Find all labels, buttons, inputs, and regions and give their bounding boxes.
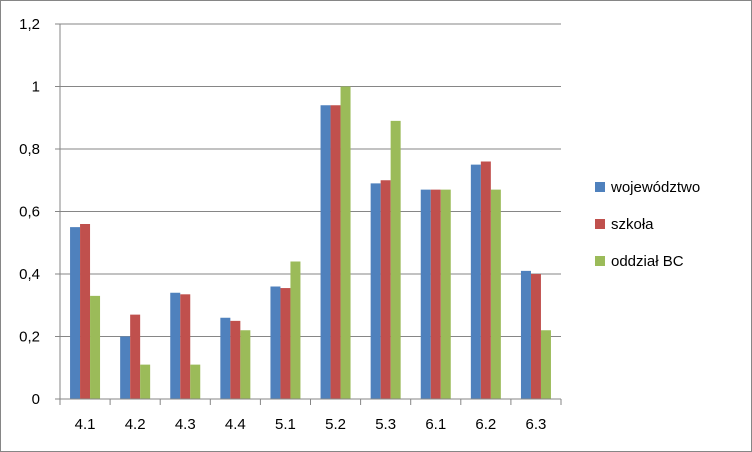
x-tick-label: 5.3 xyxy=(375,416,396,433)
legend-label: oddział BC xyxy=(611,253,684,270)
bar-szkoła-4.1 xyxy=(80,224,91,399)
axes xyxy=(55,23,562,405)
legend-label: województwo xyxy=(610,179,700,196)
bar-oddział BC-5.2 xyxy=(340,86,351,399)
x-tick-label: 4.1 xyxy=(75,416,96,433)
bar-szkoła-5.3 xyxy=(380,180,391,399)
bar-województwo-6.1 xyxy=(420,189,431,399)
bar-szkoła-6.3 xyxy=(530,274,541,399)
x-tick-label: 6.3 xyxy=(526,416,547,433)
bar-województwo-5.2 xyxy=(320,105,331,399)
legend-swatch xyxy=(595,256,605,266)
y-tick-labels: 0 0,2 0,4 0,6 0,8 1 1,2 xyxy=(19,16,40,408)
legend-label: szkoła xyxy=(611,216,654,233)
y-tick-label: 0,8 xyxy=(19,141,40,158)
x-tick-label: 6.1 xyxy=(425,416,446,433)
bar-oddział BC-5.3 xyxy=(390,120,401,399)
bar-szkoła-4.3 xyxy=(180,294,191,399)
bar-oddział BC-4.4 xyxy=(240,330,251,399)
bar-oddział BC-4.1 xyxy=(90,295,101,399)
bar-województwo-6.3 xyxy=(520,270,531,399)
legend: województwo szkoła oddział BC xyxy=(595,179,700,270)
x-tick-label: 4.3 xyxy=(175,416,196,433)
bar-szkoła-4.4 xyxy=(230,320,241,399)
bar-oddział BC-6.1 xyxy=(440,189,451,399)
bar-szkoła-6.1 xyxy=(430,189,441,399)
bar-oddział BC-5.1 xyxy=(290,261,301,399)
x-tick-label: 4.2 xyxy=(125,416,146,433)
y-tick-label: 1 xyxy=(32,79,40,96)
bar-szkoła-4.2 xyxy=(130,314,141,399)
bar-szkoła-6.2 xyxy=(480,161,491,399)
bar-województwo-6.2 xyxy=(470,164,481,399)
legend-swatch xyxy=(595,219,605,229)
bar-województwo-4.3 xyxy=(170,292,181,399)
bar-oddział BC-6.3 xyxy=(540,330,551,399)
x-tick-label: 5.1 xyxy=(275,416,296,433)
y-tick-label: 0 xyxy=(32,391,40,408)
bar-szkoła-5.1 xyxy=(280,288,291,399)
x-tick-label: 6.2 xyxy=(475,416,496,433)
bar-województwo-4.4 xyxy=(220,317,231,399)
bar-województwo-4.1 xyxy=(70,227,81,399)
bar-województwo-5.3 xyxy=(370,183,381,399)
bars xyxy=(70,86,551,399)
x-tick-labels: 4.1 4.2 4.3 4.4 5.1 5.2 5.3 6.1 6.2 6.3 xyxy=(75,416,547,433)
y-tick-label: 0,6 xyxy=(19,204,40,221)
bar-województwo-5.1 xyxy=(270,286,281,399)
bar-oddział BC-4.3 xyxy=(190,364,201,399)
x-tick-label: 4.4 xyxy=(225,416,246,433)
y-tick-label: 0,2 xyxy=(19,329,40,346)
legend-swatch xyxy=(595,182,605,192)
bar-oddział BC-4.2 xyxy=(140,364,151,399)
bar-oddział BC-6.2 xyxy=(490,189,501,399)
y-tick-label: 1,2 xyxy=(19,16,40,33)
bar-województwo-4.2 xyxy=(120,336,131,399)
y-tick-label: 0,4 xyxy=(19,266,40,283)
x-tick-label: 5.2 xyxy=(325,416,346,433)
bar-szkoła-5.2 xyxy=(330,105,341,399)
